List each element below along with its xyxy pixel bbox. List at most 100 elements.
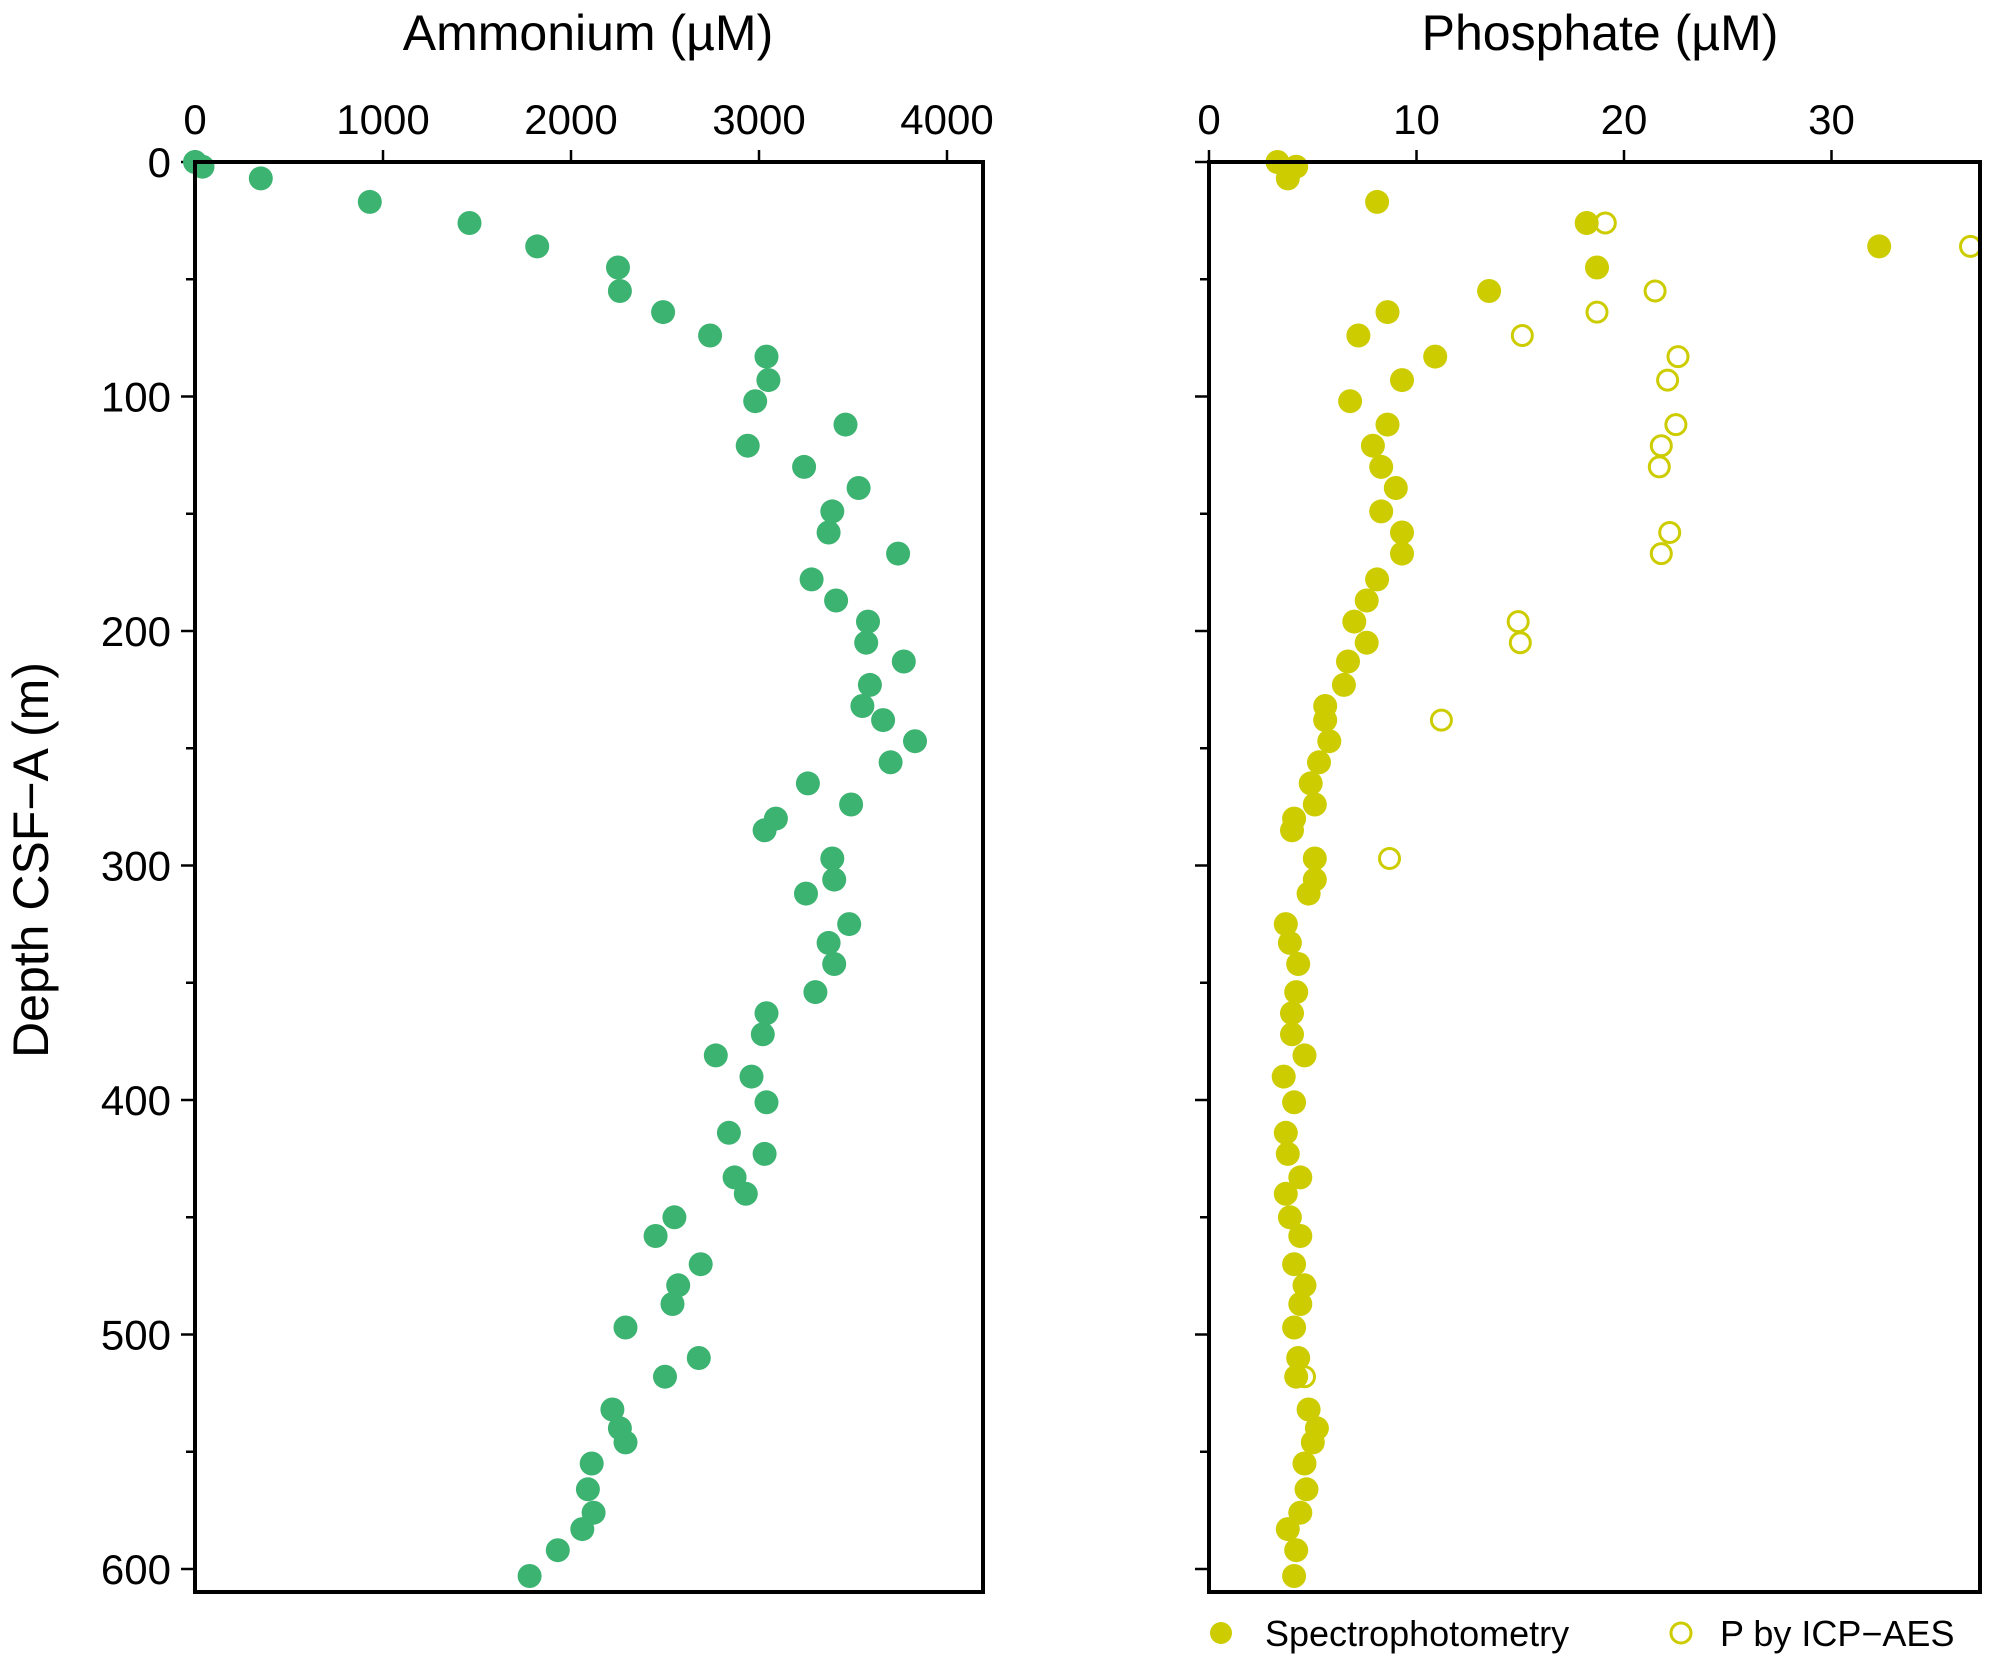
phosphate-icp-aes-point xyxy=(1658,521,1682,544)
phosphate-point xyxy=(1284,1364,1309,1389)
ammonium-point xyxy=(653,1364,677,1389)
phosphate-icp-aes-point xyxy=(1649,434,1673,458)
phosphate-point xyxy=(1302,792,1327,817)
phosphate-point xyxy=(1282,1252,1307,1277)
depth-tick-label: 0 xyxy=(148,139,171,186)
ammonium-point xyxy=(886,541,911,566)
ammonium-point xyxy=(850,694,875,718)
ammonium-panel: Ammonium (µM) 0 1000 2000 3000 4000 0 100 200 3… xyxy=(3,5,994,1594)
phosphate-point xyxy=(1390,368,1414,393)
ammonium-point xyxy=(854,630,879,655)
phosphate-icp-aes-point xyxy=(1506,610,1530,634)
phosphate-title: Phosphate (µM) xyxy=(1422,5,1779,61)
phosphate-point xyxy=(1292,1451,1317,1476)
ammonium-x-tick-label: 3000 xyxy=(712,96,805,143)
phosphate-icp-aes-point xyxy=(1643,279,1667,303)
ammonium-points xyxy=(183,150,927,1588)
legend-label-icp-aes: P by ICP−AES xyxy=(1720,1613,1954,1654)
phosphate-point xyxy=(1275,1141,1300,1166)
ammonium-point xyxy=(688,1252,713,1277)
phosphate-point xyxy=(1271,1064,1296,1089)
ammonium-point xyxy=(856,609,880,634)
ammonium-point xyxy=(752,818,777,843)
ammonium-x-tick-label: 0 xyxy=(183,96,206,143)
legend-marker-icp-aes xyxy=(1669,1621,1693,1645)
phosphate-point xyxy=(1288,1224,1313,1248)
depth-tick-label: 500 xyxy=(101,1312,171,1359)
legend-label-spectrophotometry: Spectrophotometry xyxy=(1265,1613,1569,1654)
ammonium-point xyxy=(357,189,382,214)
phosphate-x-tick-label: 0 xyxy=(1197,96,1220,143)
ammonium-point xyxy=(903,729,927,754)
ammonium-point xyxy=(752,1141,777,1166)
phosphate-point xyxy=(1383,476,1408,500)
ammonium-point xyxy=(739,1064,764,1089)
ammonium-point xyxy=(824,588,849,613)
ammonium-title: Ammonium (µM) xyxy=(403,5,773,61)
ammonium-point xyxy=(716,1120,741,1145)
phosphate-point xyxy=(1390,541,1414,566)
phosphate-icp-aes-point xyxy=(1293,1365,1316,1389)
phosphate-point xyxy=(1286,1346,1311,1370)
ammonium-point xyxy=(743,389,768,414)
ammonium-point xyxy=(754,344,779,369)
depth-y-axis: 0 100 200 300 400 500 600 xyxy=(101,139,195,1593)
ammonium-point xyxy=(822,952,847,976)
phosphate-point xyxy=(1286,952,1311,976)
phosphate-icp-aes-point xyxy=(1429,708,1453,732)
phosphate-point xyxy=(1292,1043,1317,1068)
phosphate-point xyxy=(1288,1165,1313,1190)
ammonium-point xyxy=(517,1564,542,1588)
ammonium-point xyxy=(733,1181,758,1206)
phosphate-icp-aes-point xyxy=(1647,455,1671,479)
ammonium-point xyxy=(878,750,903,775)
ammonium-point xyxy=(820,846,845,871)
ammonium-point xyxy=(837,912,862,937)
ammonium-plot-frame xyxy=(193,160,985,1594)
ammonium-point xyxy=(666,1273,691,1298)
phosphate-point xyxy=(1284,1538,1309,1563)
depth-tick-label: 200 xyxy=(101,608,171,655)
phosphate-icp-aes-point xyxy=(1378,847,1401,870)
ammonium-point xyxy=(846,476,871,500)
ammonium-point xyxy=(457,211,482,235)
ammonium-point xyxy=(754,1090,779,1115)
phosphate-icp-aes-point xyxy=(1656,368,1680,392)
phosphate-point xyxy=(1273,1120,1298,1145)
phosphate-point xyxy=(1273,912,1298,937)
ammonium-point xyxy=(248,166,273,191)
ammonium-point xyxy=(686,1346,711,1370)
phosphate-point xyxy=(1275,1517,1300,1542)
phosphate-y-ticks xyxy=(1195,160,1209,1571)
phosphate-point xyxy=(1331,672,1356,697)
phosphate-point xyxy=(1336,649,1360,674)
phosphate-point xyxy=(1477,279,1502,303)
ammonium-point xyxy=(660,1292,685,1316)
depth-tick-label: 600 xyxy=(101,1546,171,1593)
ammonium-point xyxy=(643,1224,668,1248)
ammonium-point xyxy=(545,1538,570,1563)
phosphate-point xyxy=(1574,211,1599,235)
ammonium-point xyxy=(833,412,858,437)
phosphate-point xyxy=(1342,609,1367,634)
phosphate-icp-aes-point xyxy=(1593,211,1617,235)
ammonium-point xyxy=(698,323,723,348)
ammonium-point xyxy=(607,279,632,303)
ammonium-point xyxy=(613,1430,638,1455)
phosphate-point xyxy=(1313,708,1338,733)
phosphate-point xyxy=(1288,1500,1313,1525)
phosphate-x-tick-label: 10 xyxy=(1393,96,1440,143)
phosphate-point xyxy=(1292,1273,1317,1298)
phosphate-point xyxy=(1346,323,1371,348)
phosphate-icp-aes-point xyxy=(1585,300,1609,324)
phosphate-point xyxy=(1294,1477,1319,1502)
ammonium-point xyxy=(703,1043,728,1068)
phosphate-point xyxy=(1298,771,1323,796)
ammonium-point xyxy=(606,255,630,280)
phosphate-point xyxy=(1280,1022,1304,1047)
phosphate-points xyxy=(1265,150,1982,1588)
phosphate-point xyxy=(1354,588,1379,613)
phosphate-point xyxy=(1585,255,1609,280)
legend: Spectrophotometry P by ICP−AES xyxy=(1210,1613,1954,1654)
